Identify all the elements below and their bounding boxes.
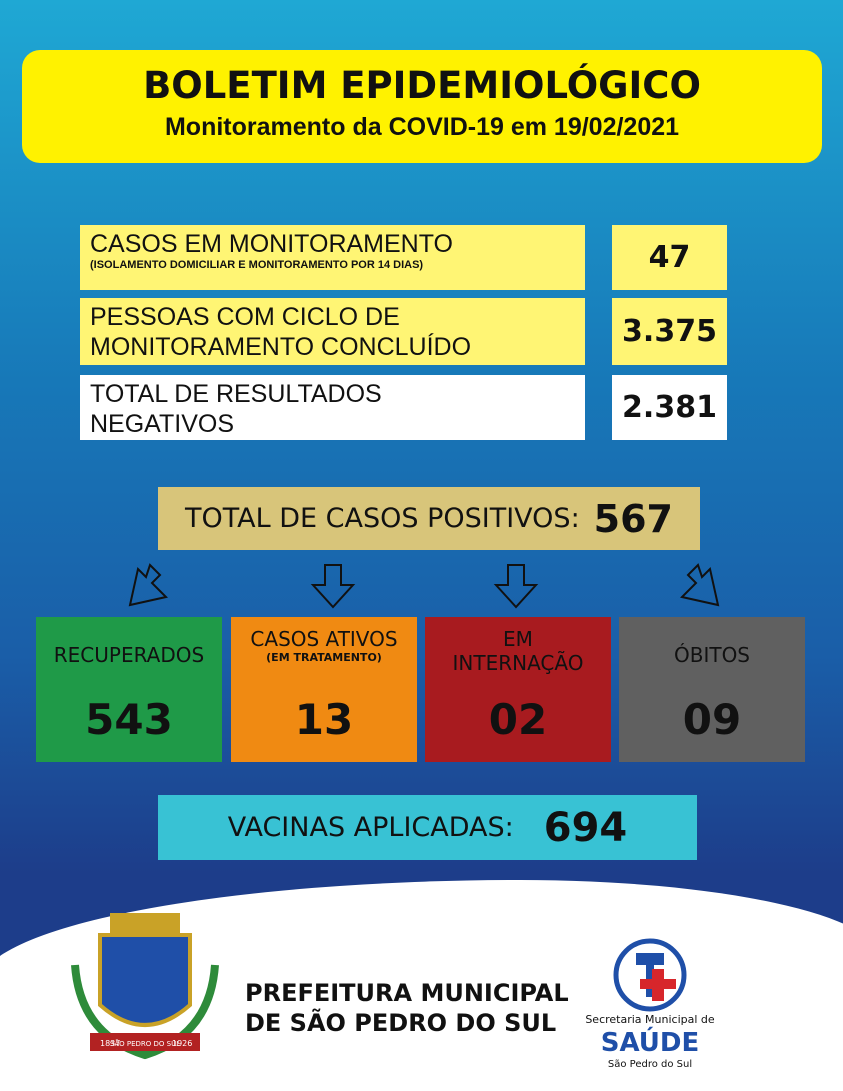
row-value: 2.381 xyxy=(612,375,727,440)
logo-cross xyxy=(640,969,676,1001)
crest-crown xyxy=(110,913,180,933)
row-label: TOTAL DE RESULTADOS NEGATIVOS xyxy=(80,375,585,440)
city-crest: 1837 SÃO PEDRO DO SUL 1926 xyxy=(71,913,219,1060)
label-line: CASOS EM MONITORAMENTO xyxy=(90,230,454,258)
city-line: DE SÃO PEDRO DO SUL xyxy=(245,1009,557,1037)
city-line: PREFEITURA MUNICIPAL xyxy=(245,979,569,1007)
row-label: PESSOAS COM CICLO DE MONITORAMENTO CONCL… xyxy=(80,298,585,365)
outcome-value: 13 xyxy=(294,695,354,744)
label-line: PESSOAS COM CICLO DE xyxy=(90,303,400,331)
arrow xyxy=(310,564,356,609)
label-line: MONITORAMENTO CONCLUÍDO xyxy=(90,333,472,361)
row-value: 47 xyxy=(612,225,727,290)
subtitle: Monitoramento da COVID-19 em 19/02/2021 xyxy=(164,113,680,141)
label-line: NEGATIVOS xyxy=(90,410,235,438)
arrow-group xyxy=(128,563,720,609)
outcome-label: EM xyxy=(503,627,533,651)
outcome-label: ÓBITOS xyxy=(673,643,750,667)
logo-text: São Pedro do Sul xyxy=(608,1059,692,1070)
outcome-value: 09 xyxy=(682,695,742,744)
arrow xyxy=(493,564,539,609)
crest-ribbon xyxy=(90,1033,200,1051)
crest-shield xyxy=(98,933,192,1027)
logo-t xyxy=(636,953,664,997)
outcome-box: ÓBITOS 09 xyxy=(619,617,805,762)
city-name: PREFEITURA MUNICIPAL DE SÃO PEDRO DO SUL xyxy=(245,978,569,1038)
outcome-box: RECUPERADOS 543 xyxy=(36,617,222,762)
arrows xyxy=(128,563,720,609)
positives-box: TOTAL DE CASOS POSITIVOS: 567 xyxy=(158,487,700,550)
row-label: CASOS EM MONITORAMENTO (ISOLAMENTO DOMIC… xyxy=(80,225,585,290)
outcome-value: 02 xyxy=(488,695,548,744)
outcome-label: CASOS ATIVOS xyxy=(250,627,398,651)
label-note: (ISOLAMENTO DOMICILIAR E MONITORAMENTO P… xyxy=(90,259,424,271)
row-value: 3.375 xyxy=(612,298,727,365)
crest-text: 1926 xyxy=(172,1039,192,1048)
crest-text: 1837 xyxy=(100,1039,120,1048)
vaccines-box: VACINAS APLICADAS: 694 xyxy=(158,795,697,860)
arrow xyxy=(680,563,720,607)
outcome-label: RECUPERADOS xyxy=(53,643,205,667)
vaccines-value: 694 xyxy=(543,804,628,851)
outcome-box: EM INTERNAÇÃO 02 xyxy=(425,617,611,762)
crest-laurel xyxy=(71,964,219,1060)
header: BOLETIM EPIDEMIOLÓGICO Monitoramento da … xyxy=(22,50,822,163)
outcome-box: CASOS ATIVOS (EM TRATAMENTO) 13 xyxy=(231,617,417,762)
crest-text: SÃO PEDRO DO SUL xyxy=(110,1039,180,1048)
label-line: TOTAL DE RESULTADOS xyxy=(90,380,382,408)
health-logo: Secretaria Municipal de SAÚDE São Pedro … xyxy=(585,938,715,1070)
logo-title: SAÚDE xyxy=(601,1026,700,1058)
logo-text: Secretaria Municipal de xyxy=(585,1013,715,1026)
outcome-value: 543 xyxy=(85,695,173,744)
outcome-label: INTERNAÇÃO xyxy=(452,651,584,675)
positives-value: 567 xyxy=(593,496,673,541)
vaccines-label: VACINAS APLICADAS: xyxy=(227,812,514,843)
title: BOLETIM EPIDEMIOLÓGICO xyxy=(143,64,701,107)
outcome-note: (EM TRATAMENTO) xyxy=(266,651,382,664)
arrow xyxy=(128,563,168,607)
positives-label: TOTAL DE CASOS POSITIVOS: xyxy=(184,503,580,534)
